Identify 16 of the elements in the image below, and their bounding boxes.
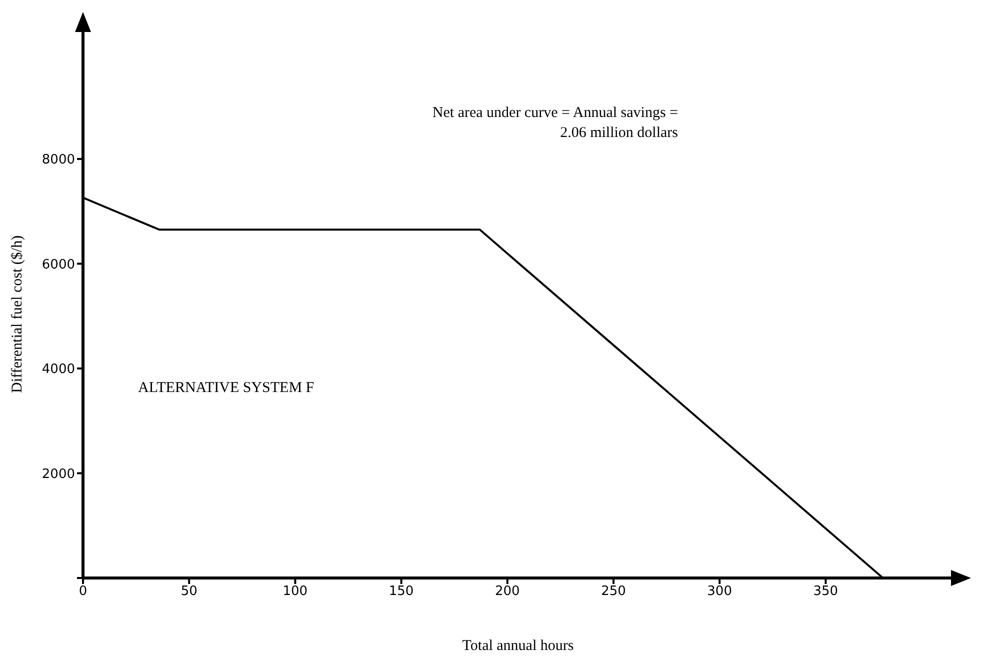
- x-tick-label: 350: [813, 584, 838, 600]
- x-tick-label: 300: [707, 584, 732, 600]
- x-axis-title: Total annual hours: [462, 638, 574, 654]
- annotation: ALTERNATIVE SYSTEM F: [138, 380, 314, 397]
- y-axis-title: Differential fuel cost ($/h): [9, 235, 26, 393]
- y-tick-label: 2000: [42, 466, 75, 482]
- x-tick-label: 100: [282, 584, 308, 600]
- annotation: Net area under curve = Annual savings = 2.06 million dollars: [431, 104, 678, 143]
- x-tick-label: 200: [494, 584, 520, 600]
- x-tick-label: 50: [180, 584, 198, 600]
- y-tick-label: 6000: [42, 257, 75, 272]
- x-tick-label: 150: [388, 584, 414, 600]
- x-tick-label: 0: [78, 584, 88, 600]
- x-tick-label: 250: [601, 584, 626, 600]
- y-tick-label: 8000: [42, 152, 75, 168]
- y-tick-label: 4000: [42, 362, 75, 378]
